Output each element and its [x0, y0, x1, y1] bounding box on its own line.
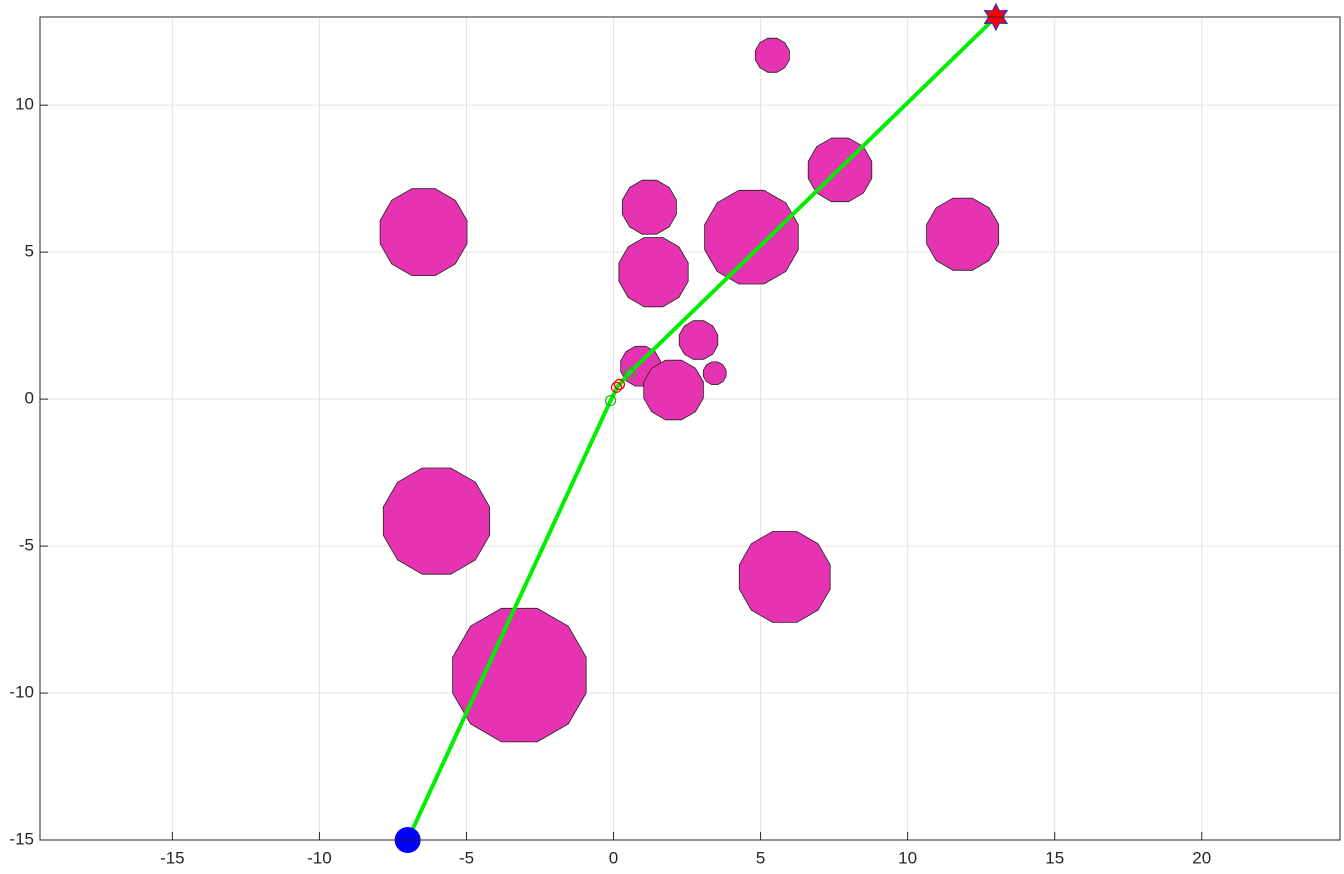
obstacle [382, 467, 491, 575]
x-tick-label: -10 [307, 848, 332, 867]
x-tick-label: -5 [459, 848, 474, 867]
obstacle [754, 37, 790, 73]
x-tick-label: -15 [160, 848, 185, 867]
obstacle [452, 607, 587, 743]
obstacle [618, 237, 689, 308]
x-tick-label: 15 [1045, 848, 1064, 867]
x-tick-label: 0 [609, 848, 618, 867]
waypoint [610, 381, 623, 393]
axes-box [39, 16, 1341, 841]
y-tick-label: 5 [25, 242, 34, 261]
obstacle [704, 189, 799, 285]
y-tick-label: 0 [25, 389, 34, 408]
obstacle [702, 361, 727, 386]
y-tick-label: 10 [15, 95, 34, 114]
obstacle [926, 197, 1000, 271]
obstacle [643, 359, 704, 421]
obstacle [738, 531, 831, 623]
y-tick-label: -15 [9, 829, 34, 848]
obstacle [678, 320, 719, 360]
y-tick-label: -10 [9, 683, 34, 702]
waypoint [624, 367, 636, 379]
obstacle [622, 179, 677, 235]
waypoint [613, 378, 626, 391]
x-tick-label: 5 [756, 848, 765, 867]
waypoint [604, 394, 617, 407]
path-line [405, 15, 998, 841]
marks [379, 2, 1009, 853]
obstacle [379, 188, 468, 277]
y-tick-label: -5 [19, 536, 34, 555]
x-tick-label: 20 [1192, 848, 1211, 867]
x-tick-label: 10 [898, 848, 917, 867]
plot-area [40, 17, 1340, 840]
